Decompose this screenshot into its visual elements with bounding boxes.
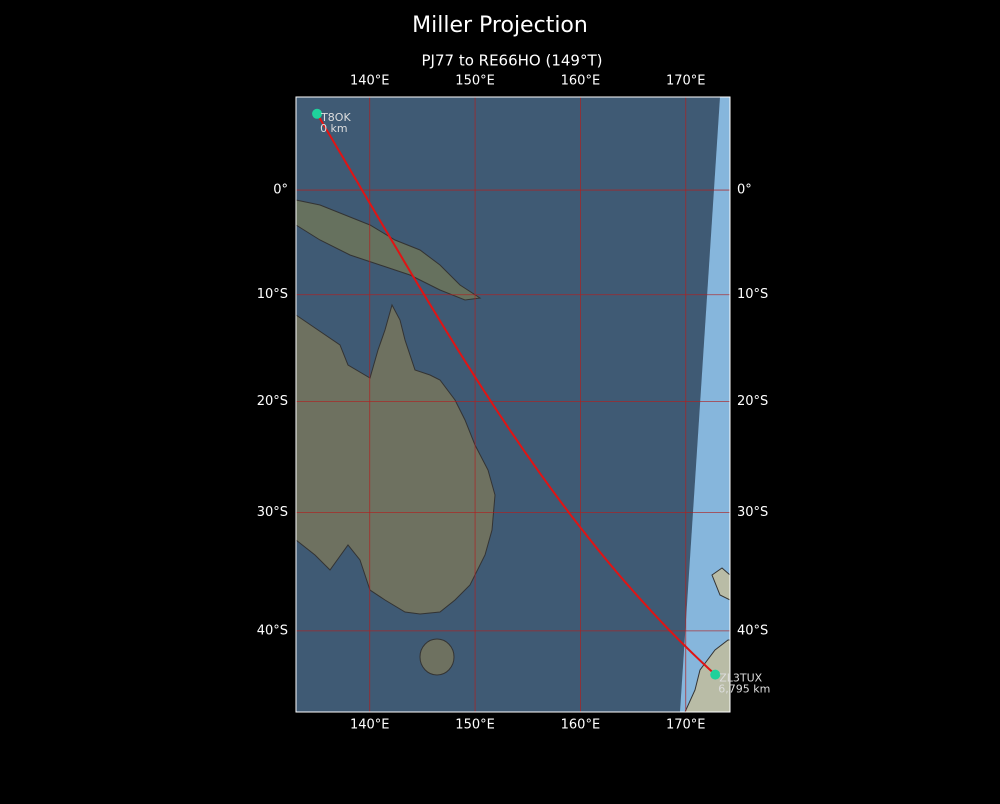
station bbox=[710, 669, 721, 680]
lat-tick-label: 20°S bbox=[257, 394, 288, 409]
station-label: ZL3TUX bbox=[719, 672, 762, 685]
lat-tick-label: 40°S bbox=[737, 623, 768, 638]
lat-tick-label: 30°S bbox=[737, 505, 768, 520]
australia bbox=[295, 303, 496, 615]
lon-tick-label: 160°E bbox=[561, 74, 601, 89]
lat-tick-label: 10°S bbox=[737, 287, 768, 302]
lat-tick-label: 0° bbox=[737, 183, 752, 198]
lon-tick-label: 170°E bbox=[666, 74, 706, 89]
lat-tick-label: 10°S bbox=[257, 287, 288, 302]
station-label: T8OK bbox=[320, 111, 351, 124]
lat-tick-label: 20°S bbox=[737, 394, 768, 409]
lon-tick-label: 150°E bbox=[455, 718, 495, 733]
lon-tick-label: 170°E bbox=[666, 718, 706, 733]
station-distance: 0 km bbox=[320, 122, 348, 135]
station-distance: 6,795 km bbox=[718, 683, 770, 696]
new-guinea bbox=[295, 199, 482, 301]
lat-tick-label: 0° bbox=[273, 183, 288, 198]
title: Miller Projection bbox=[412, 13, 588, 38]
lat-tick-label: 40°S bbox=[257, 623, 288, 638]
station bbox=[312, 108, 323, 119]
subtitle: PJ77 to RE66HO (149°T) bbox=[422, 52, 603, 70]
overlay: 140°E 140°E 150°E 150°E 160°E 160°E 170°E 170°E… bbox=[257, 74, 771, 733]
lon-tick-label: 150°E bbox=[455, 74, 495, 89]
graticule bbox=[296, 97, 730, 712]
lat-tick-label: 30°S bbox=[257, 505, 288, 520]
route bbox=[316, 113, 716, 676]
lon-tick-label: 140°E bbox=[350, 74, 390, 89]
lon-tick-label: 140°E bbox=[350, 718, 390, 733]
lon-tick-label: 160°E bbox=[561, 718, 601, 733]
dateline-area bbox=[680, 97, 730, 712]
map-frame bbox=[295, 96, 731, 713]
tasmania bbox=[419, 638, 455, 676]
